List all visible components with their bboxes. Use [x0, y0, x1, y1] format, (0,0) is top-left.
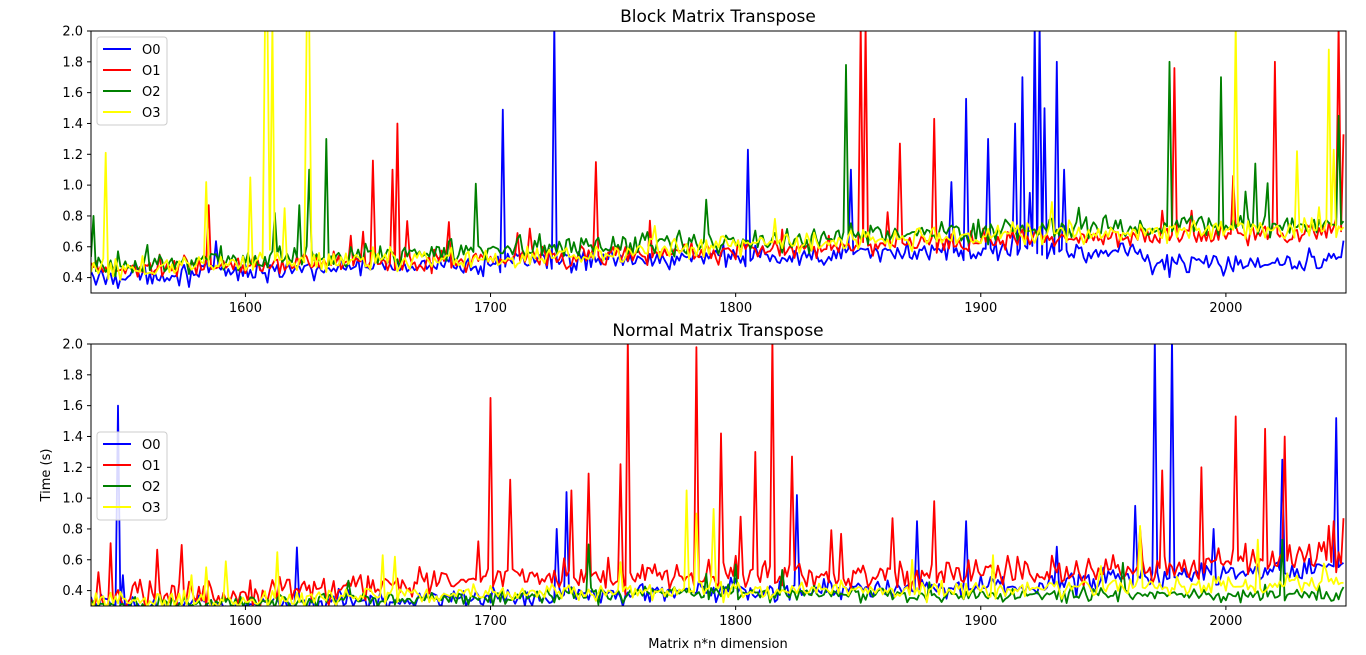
chart-normal-transpose: Normal Matrix Transpose 1600 1700 1800 1900… — [39, 321, 1347, 652]
legend-box — [96, 36, 168, 126]
series-line-o3 — [91, 31, 1345, 281]
x-tick-label: 1800 — [719, 614, 752, 629]
legend-label-o3: O3 — [142, 501, 161, 516]
y-tick-label: 1.8 — [62, 55, 83, 70]
chart-block-transpose: Block Matrix Transpose 1600 1700 1800 1900 2… — [62, 7, 1347, 317]
legend-label-o2: O2 — [142, 480, 161, 495]
series-line-o3 — [91, 489, 1344, 606]
x-tick-label: 1900 — [964, 614, 997, 629]
legend: O0 O1 O2 O3 — [96, 36, 168, 126]
y-tick-label: 0.8 — [62, 522, 83, 537]
y-tick-label: 1.0 — [62, 179, 83, 194]
x-tick-label: 1700 — [474, 301, 507, 316]
legend-label-o2: O2 — [142, 85, 161, 100]
series-line-o0 — [91, 31, 1345, 289]
plot-frame — [90, 343, 1347, 607]
y-tick-label: 1.6 — [62, 86, 83, 101]
x-tick-label: 1600 — [229, 614, 262, 629]
x-tick-label: 1700 — [474, 614, 507, 629]
series-line-o1 — [91, 344, 1345, 606]
y-tick-label: 1.6 — [62, 399, 83, 414]
y-tick-label: 2.0 — [62, 25, 83, 40]
y-tick-label: 1.4 — [62, 117, 83, 132]
x-tick-label: 1900 — [964, 301, 997, 316]
y-tick-label: 0.4 — [62, 584, 83, 599]
x-tick-label: 1800 — [719, 301, 752, 316]
plot-frame — [90, 30, 1347, 294]
x-tick-label: 1600 — [229, 301, 262, 316]
series-layer — [91, 31, 1345, 289]
chart-title: Block Matrix Transpose — [620, 7, 816, 27]
chart-title: Normal Matrix Transpose — [612, 321, 823, 341]
y-tick-label: 1.2 — [62, 148, 83, 163]
y-tick-label: 0.6 — [62, 553, 83, 568]
legend-label-o0: O0 — [142, 438, 161, 453]
axis-ticks: 1600 1700 1800 1900 2000 0.4 0.6 0.8 1.0 1.2 1.4 1.… — [62, 338, 1242, 630]
axis-ticks: 1600 1700 1800 1900 2000 0.4 0.6 0.8 1.0 1.2 1.4 1.… — [62, 25, 1242, 317]
x-tick-label: 2000 — [1209, 301, 1242, 316]
y-tick-label: 2.0 — [62, 338, 83, 353]
series-line-o1 — [91, 31, 1345, 278]
legend-label-o3: O3 — [142, 106, 161, 121]
x-tick-label: 2000 — [1209, 614, 1242, 629]
x-axis-label: Matrix n*n dimension — [648, 637, 788, 652]
series-line-o2 — [91, 60, 1345, 278]
series-layer — [91, 344, 1345, 606]
legend: O0 O1 O2 O3 — [96, 431, 168, 521]
legend-label-o0: O0 — [142, 43, 161, 58]
y-tick-label: 1.4 — [62, 430, 83, 445]
y-tick-label: 1.0 — [62, 492, 83, 507]
y-tick-label: 0.6 — [62, 240, 83, 255]
legend-label-o1: O1 — [142, 64, 161, 79]
y-tick-label: 1.2 — [62, 461, 83, 476]
legend-label-o1: O1 — [142, 459, 161, 474]
y-axis-label: Time (s) — [39, 449, 54, 503]
y-tick-label: 0.4 — [62, 271, 83, 286]
y-tick-label: 0.8 — [62, 209, 83, 224]
y-tick-label: 1.8 — [62, 368, 83, 383]
legend-box — [96, 431, 168, 521]
